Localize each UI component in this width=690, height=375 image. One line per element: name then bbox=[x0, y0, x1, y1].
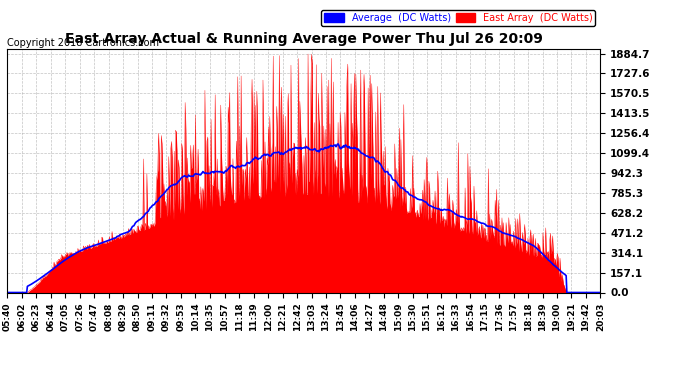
Text: Copyright 2018 Cartronics.com: Copyright 2018 Cartronics.com bbox=[7, 38, 159, 48]
Title: East Array Actual & Running Average Power Thu Jul 26 20:09: East Array Actual & Running Average Powe… bbox=[65, 32, 542, 46]
Legend: Average  (DC Watts), East Array  (DC Watts): Average (DC Watts), East Array (DC Watts… bbox=[322, 10, 595, 26]
